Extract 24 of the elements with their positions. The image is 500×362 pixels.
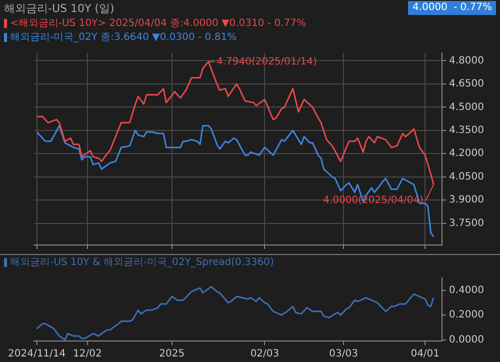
x-tick-label: 02/03	[250, 348, 280, 360]
y-tick-label: 0.0000	[449, 334, 484, 346]
y-tick-label: 4.0500	[449, 171, 484, 182]
x-tick-label: 12/02	[73, 348, 102, 360]
x-tick-label: 03/03	[329, 348, 358, 360]
x-tick-label: 04/01	[410, 348, 440, 360]
y-tick-label: 0.2000	[449, 310, 484, 321]
text: - 0.77%	[453, 2, 492, 13]
y-tick-label: 4.5000	[449, 102, 484, 113]
legend-label: <해외금리-US 10Y> 2025/04/04 종:4.0000 ▼0.0310 - 0.77%	[10, 17, 306, 30]
y-tick-label: 0.4000	[449, 284, 484, 296]
chart-title: 해외금리-US 10Y (일)	[4, 0, 114, 16]
text: 4.0000	[412, 2, 448, 13]
y-tick-label: 3.7500	[449, 218, 484, 229]
annotation: 4.7940(2025/01/14)	[216, 56, 317, 68]
y-tick-label: 4.6500	[449, 78, 484, 90]
y-tick-label: 3.9000	[449, 194, 484, 206]
y-tick-label: 4.8000	[449, 55, 484, 66]
legend-label: 해외금리-US 10Y & 해외금리-미국_02Y_Spread(0.3360)	[10, 256, 274, 269]
legend-label: 해외금리-미국_02Y 종:3.6640 ▼0.0300 - 0.81%	[10, 31, 237, 44]
y-tick-label: 4.3500	[449, 125, 484, 136]
y-tick-label: 4.2000	[449, 148, 484, 160]
x-tick-label: 2025	[159, 348, 185, 360]
x-tick-label: 2024/11/14	[8, 348, 66, 360]
